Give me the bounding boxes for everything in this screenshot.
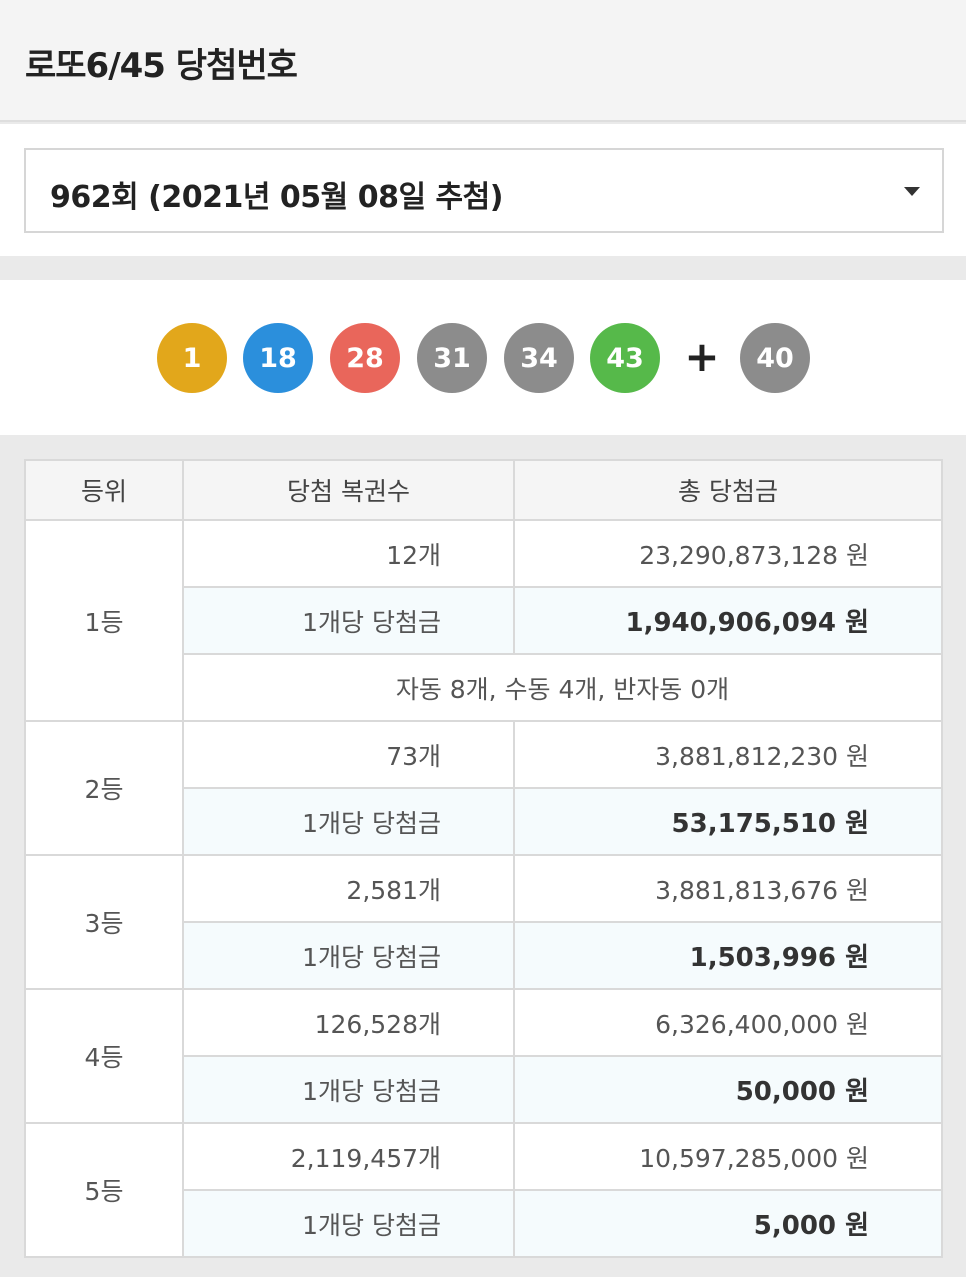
page-title: 로또6/45 당첨번호	[25, 46, 298, 86]
header-total: 총 당첨금	[513, 459, 943, 521]
chevron-down-icon	[904, 187, 920, 196]
rank-cell: 4등	[24, 988, 184, 1124]
number-ball-6: 43	[590, 323, 660, 393]
table-row: 1개당 당첨금 1,503,996 원	[25, 921, 943, 990]
number-ball-3: 28	[330, 323, 400, 393]
number-ball-4: 31	[417, 323, 487, 393]
number-ball-5: 34	[504, 323, 574, 393]
per-winner-label: 1개당 당첨금	[182, 921, 515, 990]
total-prize: 10,597,285,000 원	[513, 1122, 943, 1191]
table-row: 3등 2,581개 3,881,813,676 원	[24, 854, 943, 990]
winner-count: 12개	[182, 519, 515, 588]
rank-cell: 1등	[24, 519, 184, 722]
table-row: 1개당 당첨금 53,175,510 원	[25, 787, 943, 856]
header-count: 당첨 복권수	[182, 459, 515, 521]
winner-count: 73개	[182, 720, 515, 789]
winner-count: 2,119,457개	[182, 1122, 515, 1191]
total-prize: 3,881,813,676 원	[513, 854, 943, 923]
table-row: 1개당 당첨금 5,000 원	[25, 1189, 943, 1258]
total-prize: 23,290,873,128 원	[513, 519, 943, 588]
winner-count: 2,581개	[182, 854, 515, 923]
table-row: 4등 126,528개 6,326,400,000 원	[24, 988, 943, 1124]
per-winner-label: 1개당 당첨금	[182, 1055, 515, 1124]
draw-select-dropdown[interactable]: 962회 (2021년 05월 08일 추첨)	[24, 148, 944, 233]
total-prize: 3,881,812,230 원	[513, 720, 943, 789]
rank-cell: 2등	[24, 720, 184, 856]
table-row: 1등 12개 23,290,873,128 원	[24, 519, 943, 722]
per-winner-prize: 50,000 원	[513, 1055, 943, 1124]
page-header: 로또6/45 당첨번호	[0, 0, 966, 122]
purchase-type-note: 자동 8개, 수동 4개, 반자동 0개	[182, 653, 943, 722]
per-winner-label: 1개당 당첨금	[182, 586, 515, 655]
per-winner-prize: 5,000 원	[513, 1189, 943, 1258]
per-winner-prize: 1,940,906,094 원	[513, 586, 943, 655]
bonus-ball: 40	[740, 323, 810, 393]
table-row: 1개당 당첨금 1,940,906,094 원	[25, 586, 943, 655]
plus-icon: +	[684, 332, 720, 381]
per-winner-prize: 53,175,510 원	[513, 787, 943, 856]
per-winner-label: 1개당 당첨금	[182, 787, 515, 856]
per-winner-prize: 1,503,996 원	[513, 921, 943, 990]
total-prize: 6,326,400,000 원	[513, 988, 943, 1057]
draw-select-section: 962회 (2021년 05월 08일 추첨)	[0, 124, 966, 256]
number-ball-2: 18	[243, 323, 313, 393]
table-row: 2등 73개 3,881,812,230 원	[24, 720, 943, 856]
number-ball-1: 1	[157, 323, 227, 393]
rank-cell: 3등	[24, 854, 184, 990]
winner-count: 126,528개	[182, 988, 515, 1057]
per-winner-label: 1개당 당첨금	[182, 1189, 515, 1258]
winning-numbers: 1 18 28 31 34 43 + 40	[0, 280, 966, 435]
rank-cell: 5등	[24, 1122, 184, 1258]
header-rank: 등위	[24, 459, 184, 521]
draw-select-value: 962회 (2021년 05월 08일 추첨)	[50, 180, 503, 215]
table-header-row: 등위 당첨 복권수 총 당첨금	[24, 459, 943, 521]
table-row: 자동 8개, 수동 4개, 반자동 0개	[25, 653, 943, 722]
table-row: 1개당 당첨금 50,000 원	[25, 1055, 943, 1124]
prize-table: 등위 당첨 복권수 총 당첨금 1등 12개 23,290,873,128 원 …	[24, 459, 943, 1258]
table-row: 5등 2,119,457개 10,597,285,000 원	[24, 1122, 943, 1258]
